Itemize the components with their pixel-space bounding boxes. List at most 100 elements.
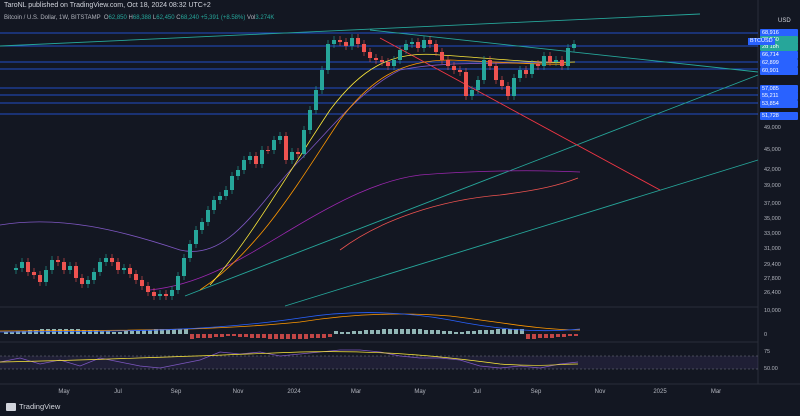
tradingview-logo[interactable]: TradingView <box>6 402 60 411</box>
macd-bar <box>130 331 134 334</box>
macd-bar <box>118 332 122 334</box>
macd-bar <box>454 332 458 334</box>
macd-bar <box>268 334 272 339</box>
time-axis-label: Mar <box>710 389 722 395</box>
candle-body <box>380 60 384 62</box>
price-tag: 57,085 <box>760 85 798 93</box>
candle-body <box>14 268 18 270</box>
candle-body <box>248 156 252 160</box>
candle-body <box>68 266 72 270</box>
open-value: 62,850 <box>108 15 127 21</box>
price-axis-tick: 31,000 <box>764 246 781 252</box>
candle-body <box>278 136 282 140</box>
candle-body <box>368 52 372 58</box>
candle-body <box>440 52 444 60</box>
close-label: C <box>176 15 181 21</box>
low-label: L <box>152 15 157 21</box>
macd-bar <box>346 332 350 334</box>
macd-bar <box>472 331 476 334</box>
candle-body <box>230 176 234 190</box>
symbol-legend[interactable]: Bitcoin / U.S. Dollar, 1W, BITSTAMP O62,… <box>4 13 274 23</box>
macd-bar <box>238 334 242 337</box>
macd-bar <box>124 331 128 334</box>
candle-body <box>254 156 258 164</box>
macd-bar <box>160 329 164 334</box>
macd-bar <box>112 332 116 334</box>
macd-bar <box>562 334 566 337</box>
volume-label: Vol <box>247 15 256 21</box>
macd-bar <box>478 330 482 334</box>
macd-bar <box>142 330 146 334</box>
macd-bar <box>370 330 374 334</box>
macd-bar <box>514 329 518 334</box>
candle-body <box>218 196 222 200</box>
macd-bar <box>532 334 536 339</box>
candle-body <box>50 260 54 270</box>
candle-body <box>386 62 390 66</box>
price-tag: 55,211 <box>760 92 798 100</box>
price-axis-tick: 45,000 <box>764 147 781 153</box>
candle-body <box>494 66 498 80</box>
candle-body <box>38 275 42 282</box>
candle-body <box>422 40 426 48</box>
macd-bar <box>232 334 236 336</box>
macd-bar <box>274 334 278 339</box>
price-tag: 53,854 <box>760 100 798 108</box>
macd-bar <box>466 331 470 334</box>
macd-bar <box>250 334 254 338</box>
open-label: O <box>103 15 109 21</box>
candle-body <box>116 262 120 270</box>
candle-body <box>566 48 570 66</box>
macd-bar <box>352 331 356 334</box>
price-axis-tick: 0 <box>764 332 768 338</box>
candle-body <box>326 44 330 70</box>
macd-bar <box>400 329 404 334</box>
candle-body <box>26 262 30 272</box>
macd-bar <box>100 331 104 334</box>
macd-bar <box>106 331 110 334</box>
macd-bar <box>418 329 422 334</box>
macd-bar <box>316 334 320 338</box>
tradingview-logo-icon <box>6 402 16 411</box>
candle-body <box>152 292 156 296</box>
candle-body <box>140 280 144 286</box>
macd-bar <box>328 334 332 337</box>
macd-bar <box>442 331 446 334</box>
candle-body <box>410 42 414 44</box>
candle-body <box>404 44 408 50</box>
time-axis-label: Sep <box>170 389 182 395</box>
macd-bar <box>538 334 542 338</box>
candlestick-series <box>14 34 576 300</box>
macd-bar <box>244 334 248 337</box>
macd-bar <box>298 334 302 339</box>
moving-averages <box>0 53 581 291</box>
price-tag: 62,899 <box>760 59 798 67</box>
macd-bar <box>496 329 500 334</box>
candle-body <box>542 56 546 66</box>
macd-bar <box>136 330 140 334</box>
macd-bar <box>202 334 206 338</box>
candle-body <box>284 136 288 160</box>
candle-body <box>488 60 492 66</box>
macd-bar <box>436 330 440 334</box>
macd-bar <box>88 330 92 334</box>
macd-bar <box>226 334 230 336</box>
candle-body <box>374 58 378 60</box>
ticker-tag: BTCUSD <box>748 38 775 45</box>
candle-body <box>500 80 504 86</box>
price-tag: 68,916 <box>760 29 798 37</box>
candle-body <box>458 70 462 72</box>
candle-body <box>182 258 186 276</box>
candle-body <box>356 38 360 44</box>
candle-body <box>548 56 552 62</box>
candle-body <box>212 200 216 210</box>
macd-line <box>0 312 581 333</box>
candle-body <box>446 60 450 66</box>
macd-bar <box>334 331 338 334</box>
candle-body <box>146 286 150 292</box>
candle-body <box>572 44 576 48</box>
change-value: +5,391 (+8.58%) <box>200 15 246 21</box>
macd-bar <box>556 334 560 337</box>
close-value: 68,240 <box>180 15 199 21</box>
